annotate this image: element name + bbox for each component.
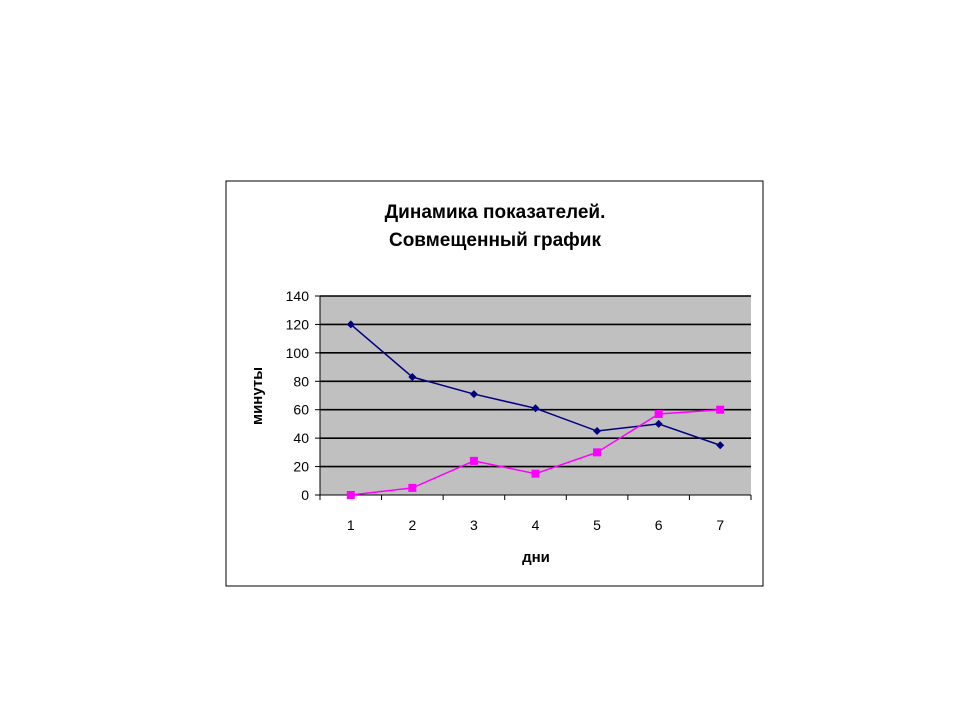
series-1-point xyxy=(654,419,663,428)
x-tick-label: 2 xyxy=(408,517,416,533)
chart-title-line-2: Совмещенный график xyxy=(389,230,602,251)
y-tick-labels: 0 20 40 60 80 100 120 140 xyxy=(286,288,310,503)
series-2-point xyxy=(531,469,540,478)
series-2-point xyxy=(469,456,478,465)
x-tick-label: 5 xyxy=(593,517,601,533)
series-2-point xyxy=(654,409,663,418)
y-tick-label: 20 xyxy=(293,459,309,475)
gridlines xyxy=(320,295,751,468)
series-1-point xyxy=(716,441,725,450)
series-2-point xyxy=(408,483,417,492)
series-2-point xyxy=(593,448,602,457)
x-tick-label: 6 xyxy=(655,517,663,533)
y-tick-label: 100 xyxy=(286,345,310,361)
x-tick-label: 4 xyxy=(532,517,540,533)
y-tick-label: 120 xyxy=(286,316,310,332)
y-tick-label: 0 xyxy=(301,487,309,503)
y-axis-title: минуты xyxy=(249,367,266,425)
y-tick-label: 140 xyxy=(286,288,310,304)
x-tick-label: 7 xyxy=(716,517,724,533)
series-layer xyxy=(346,320,725,499)
x-tick-label: 3 xyxy=(470,517,478,533)
series-1-point xyxy=(408,373,417,382)
series-1-point xyxy=(531,404,540,413)
y-tick-label: 80 xyxy=(293,373,309,389)
series-2-point xyxy=(346,491,355,499)
series-1-point xyxy=(593,427,602,436)
plot-area xyxy=(320,296,751,495)
y-tick-label: 40 xyxy=(293,430,309,446)
series-1-point xyxy=(469,390,478,399)
x-tick-labels: 1 2 3 4 5 6 7 xyxy=(347,517,724,533)
chart-title-line-1: Динамика показателей. xyxy=(385,202,606,223)
axes xyxy=(315,295,752,500)
series-2-point xyxy=(716,405,725,414)
y-tick-label: 60 xyxy=(293,402,309,418)
x-axis-title: дни xyxy=(522,549,550,566)
series-1-point xyxy=(346,320,355,329)
x-tick-label: 1 xyxy=(347,517,355,533)
